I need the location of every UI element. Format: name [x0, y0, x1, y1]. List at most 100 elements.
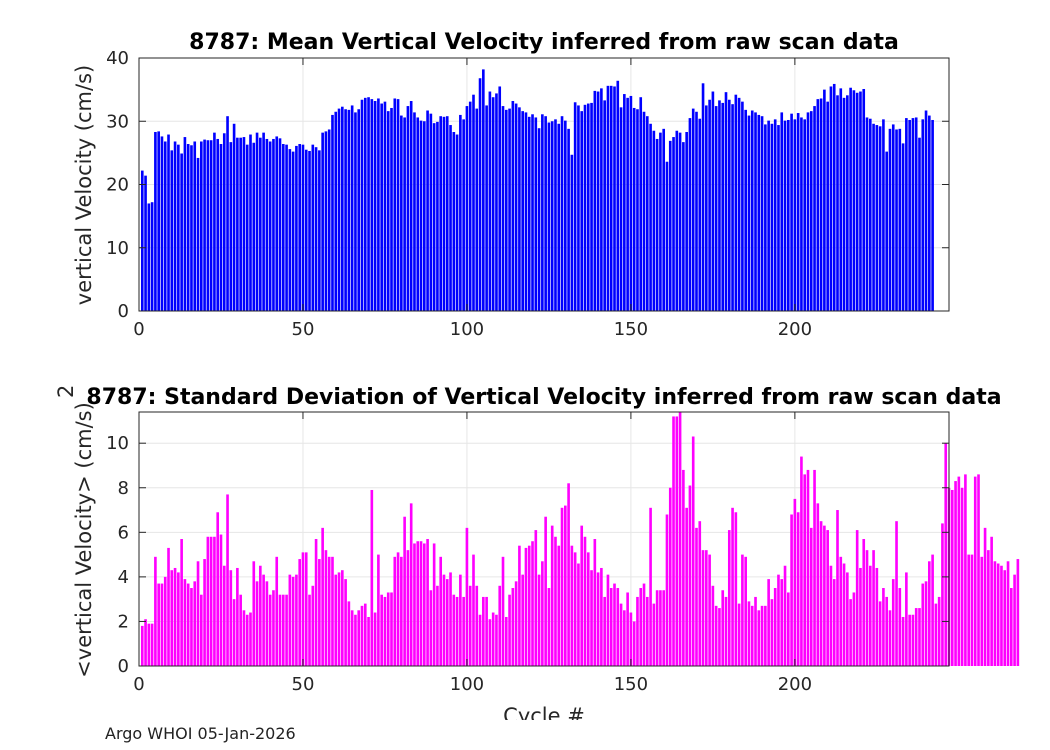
bar — [914, 117, 918, 311]
bar — [878, 126, 882, 311]
bar — [619, 603, 623, 666]
bar — [491, 612, 495, 666]
bar — [695, 527, 698, 666]
bar — [970, 554, 974, 666]
bar — [281, 594, 285, 666]
bar — [787, 119, 790, 311]
bar — [577, 563, 580, 666]
bar — [757, 114, 761, 311]
bar — [400, 556, 403, 666]
bar — [298, 559, 301, 666]
y-tick-label: 0 — [118, 656, 129, 677]
bar — [862, 88, 866, 312]
bar — [501, 106, 505, 311]
bar — [209, 536, 213, 666]
bar — [321, 527, 324, 666]
bar — [239, 594, 242, 666]
bar — [872, 550, 875, 666]
bar — [645, 116, 649, 311]
bar — [993, 561, 997, 666]
y-tick-label: 40 — [106, 48, 129, 69]
bar — [196, 157, 200, 311]
x-tick-label: 150 — [614, 319, 648, 340]
bar — [347, 109, 351, 312]
bar — [386, 111, 390, 311]
bar — [642, 583, 646, 666]
bar — [603, 596, 606, 666]
bar — [367, 97, 370, 311]
bar — [777, 125, 780, 311]
bar — [678, 132, 682, 311]
bar — [465, 106, 469, 311]
bar — [914, 608, 918, 666]
bar — [885, 151, 889, 311]
bar — [357, 610, 361, 666]
bar — [403, 516, 406, 666]
bar — [416, 541, 420, 666]
bar — [550, 121, 554, 311]
bar — [157, 583, 160, 666]
bar — [928, 561, 931, 666]
bar — [793, 498, 797, 666]
bar — [868, 118, 872, 311]
bar — [737, 97, 741, 311]
bar — [593, 90, 597, 311]
bar — [331, 556, 334, 666]
bar — [918, 608, 921, 666]
bar — [816, 99, 820, 311]
bar — [583, 536, 587, 666]
bar — [826, 101, 829, 311]
bar — [229, 142, 233, 311]
bar — [436, 585, 439, 666]
bar — [508, 108, 511, 311]
bar — [757, 610, 761, 666]
bar — [439, 116, 443, 311]
bar — [790, 514, 793, 666]
bar — [980, 556, 984, 666]
bar — [236, 137, 239, 311]
bar — [360, 99, 364, 312]
bar — [459, 574, 462, 666]
bar — [216, 512, 220, 666]
bar — [455, 596, 459, 666]
bar — [426, 110, 429, 311]
bar — [252, 561, 256, 666]
bar — [662, 128, 666, 311]
bar — [616, 588, 620, 666]
bar — [668, 487, 672, 666]
bar — [829, 565, 833, 666]
bar — [249, 134, 252, 311]
bar — [363, 97, 367, 311]
bar — [226, 116, 229, 311]
bar — [695, 111, 698, 311]
bar — [419, 120, 423, 312]
bar — [623, 610, 626, 666]
bar — [855, 92, 859, 311]
bar — [560, 116, 564, 311]
bar — [157, 131, 160, 311]
bar — [334, 111, 338, 311]
bar — [245, 144, 249, 311]
bar — [606, 574, 610, 666]
bar — [173, 567, 177, 666]
bar — [987, 550, 990, 666]
bar — [773, 588, 777, 666]
bar — [504, 616, 508, 666]
bar — [944, 443, 948, 666]
bar — [714, 605, 718, 666]
bar — [468, 585, 472, 666]
bar — [432, 543, 436, 666]
bar — [832, 83, 836, 312]
bar — [780, 112, 784, 312]
bar — [341, 570, 344, 666]
bar — [924, 581, 928, 666]
bar — [898, 128, 902, 311]
bar — [626, 97, 629, 311]
bar — [629, 612, 633, 666]
bar — [475, 585, 479, 666]
bar — [659, 132, 662, 311]
bar — [495, 93, 498, 311]
bar — [295, 145, 298, 311]
bar — [852, 90, 856, 311]
bar — [390, 107, 393, 311]
